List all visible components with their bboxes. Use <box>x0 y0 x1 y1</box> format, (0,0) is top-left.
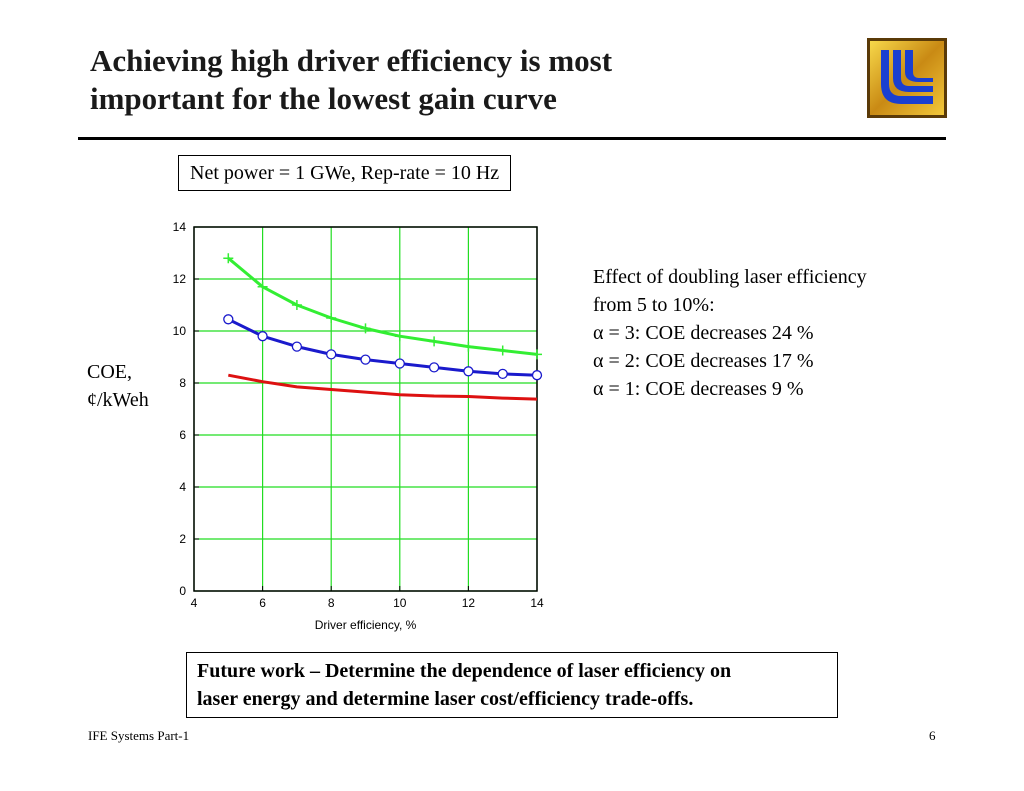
data-point-plus <box>532 349 542 360</box>
data-point-plus <box>394 331 405 342</box>
y-tick-label: 10 <box>173 324 187 338</box>
series-line-2 <box>227 317 538 377</box>
plot-frame <box>193 226 538 592</box>
effect-line: α = 1: COE decreases 9 % <box>593 378 804 400</box>
y-tick-label: 6 <box>179 428 186 442</box>
y-tick-label: 2 <box>179 532 186 546</box>
data-point-circle <box>291 341 303 352</box>
x-tick-label: 4 <box>191 596 198 610</box>
effect-line: α = 3: COE decreases 24 % <box>593 322 814 344</box>
data-point-circle <box>257 331 268 342</box>
coe-chart: 4 6 8 10 12 14 0 2 4 6 8 10 12 14 Driver efficiency, % <box>173 220 544 632</box>
title-line-1: Achieving high driver efficiency is most <box>90 43 613 78</box>
series-line-1 <box>227 257 538 356</box>
x-tick-label: 10 <box>393 596 407 610</box>
effect-line: Effect of doubling laser efficiency <box>593 266 867 288</box>
data-point-circle <box>531 370 543 381</box>
y-tick-label: 4 <box>179 480 186 494</box>
data-point-plus <box>360 323 371 334</box>
y-axis-label-line-2: ¢/kWeh <box>87 389 149 411</box>
parameters-box: Net power = 1 GWe, Rep-rate = 10 Hz <box>178 155 512 191</box>
y-tick-label: 0 <box>179 584 186 598</box>
future-work-line-2: laser energy and determine laser cost/ef… <box>197 688 694 710</box>
llnl-logo-icon <box>867 38 947 118</box>
slide-title: Achieving high driver efficiency is most… <box>90 42 790 118</box>
title-line-2: important for the lowest gain curve <box>90 81 557 116</box>
data-point-circle <box>463 366 474 377</box>
x-tick-label: 12 <box>462 596 476 610</box>
data-point-plus <box>326 313 337 323</box>
data-point-circle <box>326 349 337 360</box>
page-number: 6 <box>929 728 936 743</box>
future-work-line-1: Future work – Determine the dependence o… <box>197 660 732 682</box>
data-point-circle <box>497 368 508 380</box>
data-point-circle <box>223 314 234 325</box>
data-point-plus <box>257 281 268 292</box>
effect-note: Effect of doubling laser efficiency from… <box>593 263 867 403</box>
data-point-circle <box>360 354 371 365</box>
future-work-box: Future work – Determine the dependence o… <box>186 652 838 718</box>
x-tick-label: 6 <box>259 596 266 610</box>
x-tick-label: 8 <box>328 596 335 610</box>
series-line-3 <box>228 373 538 401</box>
y-tick-label: 14 <box>173 220 187 234</box>
data-point-circle <box>428 362 440 373</box>
y-axis-label-line-1: COE, <box>87 361 132 383</box>
data-point-circle <box>394 358 405 369</box>
effect-line: from 5 to 10%: <box>593 294 715 316</box>
data-point-plus <box>463 341 474 352</box>
y-tick-label: 8 <box>179 376 186 390</box>
y-tick-label: 12 <box>173 272 187 286</box>
x-tick-label: 14 <box>530 596 544 610</box>
x-axis-title: Driver efficiency, % <box>315 618 417 632</box>
title-divider <box>78 137 946 140</box>
data-point-plus <box>291 300 302 310</box>
y-axis-label: COE, ¢/kWeh <box>87 358 149 414</box>
data-point-plus <box>429 336 440 347</box>
data-point-plus <box>223 253 234 264</box>
effect-line: α = 2: COE decreases 17 % <box>593 350 814 372</box>
footer-label: IFE Systems Part-1 <box>88 728 190 743</box>
data-point-plus <box>497 345 508 356</box>
